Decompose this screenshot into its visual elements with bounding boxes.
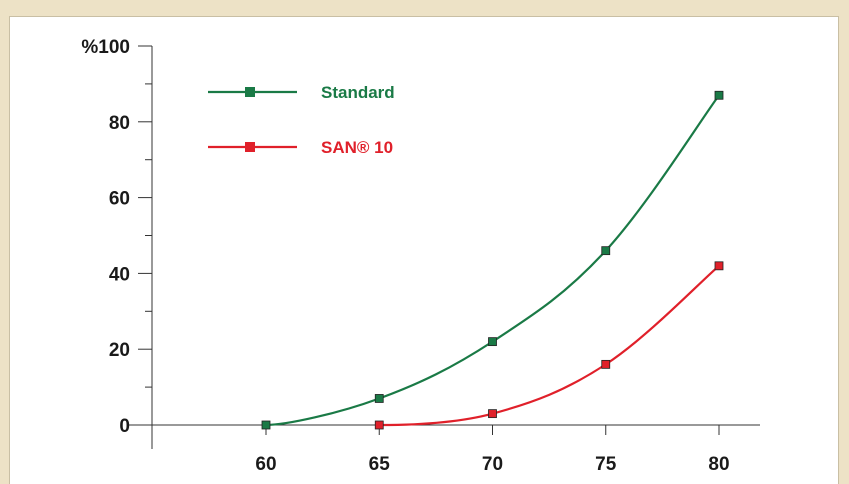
legend-marker-standard (245, 87, 255, 97)
data-point-standard (714, 90, 724, 100)
data-point-san10 (714, 261, 724, 271)
legend-marker-san10 (245, 142, 255, 152)
data-point-san10 (374, 420, 384, 430)
y-tick-label: 40 (109, 264, 130, 285)
y-tick-label: %100 (81, 37, 130, 58)
data-point-standard (601, 246, 611, 256)
y-tick-label: 20 (109, 340, 130, 361)
y-tick-label: 0 (119, 416, 130, 437)
x-tick-label: 70 (482, 454, 503, 475)
legend-label-standard: Standard (321, 83, 395, 102)
data-point-standard (374, 394, 384, 403)
y-tick-label: 80 (109, 113, 130, 134)
data-point-standard (488, 337, 497, 347)
series-line-san10 (379, 264, 720, 427)
x-tick-label: 65 (369, 454, 391, 475)
data-point-san10 (488, 409, 497, 419)
chart-panel (9, 16, 839, 484)
y-tick-label: 60 (109, 189, 130, 210)
data-point-standard (261, 420, 271, 430)
series-line-standard (265, 94, 720, 427)
x-tick-label: 75 (595, 454, 617, 475)
x-tick-label: 80 (708, 454, 729, 475)
data-point-san10 (601, 359, 611, 369)
legend-label-san10: SAN® 10 (321, 138, 393, 157)
x-tick-label: 60 (255, 454, 276, 475)
